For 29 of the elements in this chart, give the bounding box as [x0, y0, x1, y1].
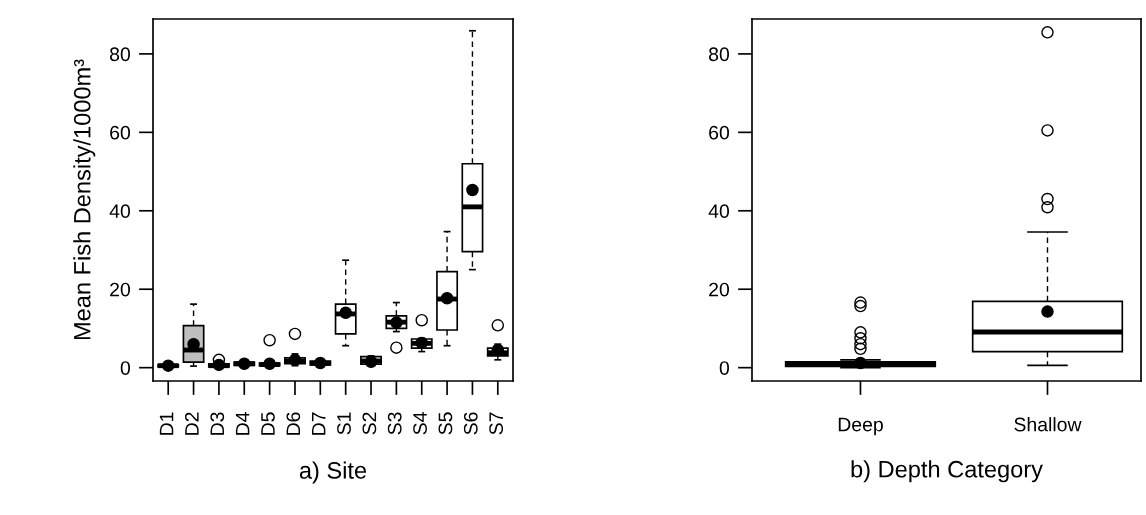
y-tick-label: 60 — [110, 125, 131, 140]
y-axis-title: Mean Fish Density/1000m³ — [73, 59, 96, 340]
x-tick-label: S2 — [362, 412, 377, 435]
x-tick-label: D6 — [286, 412, 301, 435]
y-tick-label: 80 — [110, 47, 131, 62]
y-tick-label: 60 — [709, 125, 730, 140]
y-tick-label: 20 — [709, 282, 730, 297]
x-tick-label: S6 — [463, 412, 478, 435]
x-tick-label: D1 — [159, 412, 174, 435]
x-tick-label: D5 — [261, 412, 275, 435]
x-tick-label: S3 — [387, 412, 402, 435]
x-tick-label: S1 — [337, 412, 351, 435]
x-axis-title: b) Depth Category — [851, 460, 1043, 483]
y-tick-label: 80 — [709, 47, 730, 62]
x-tick-label: Shallow — [1014, 417, 1082, 432]
x-axis-title: a) Site — [299, 461, 367, 484]
x-tick-label: Deep — [838, 417, 883, 436]
y-tick-label: 40 — [708, 204, 730, 219]
x-tick-label: S5 — [438, 412, 453, 435]
y-tick-label: 0 — [120, 361, 131, 375]
x-tick-label: D4 — [235, 412, 250, 435]
x-tick-label: D7 — [311, 412, 326, 435]
y-tick-label: 20 — [110, 282, 131, 297]
x-tick-label: S7 — [489, 412, 504, 435]
x-tick-label: D2 — [185, 412, 199, 435]
x-tick-label: S4 — [413, 412, 427, 435]
y-tick-label: 0 — [719, 361, 730, 375]
x-tick-label: D3 — [210, 412, 225, 435]
y-tick-label: 40 — [109, 204, 131, 219]
